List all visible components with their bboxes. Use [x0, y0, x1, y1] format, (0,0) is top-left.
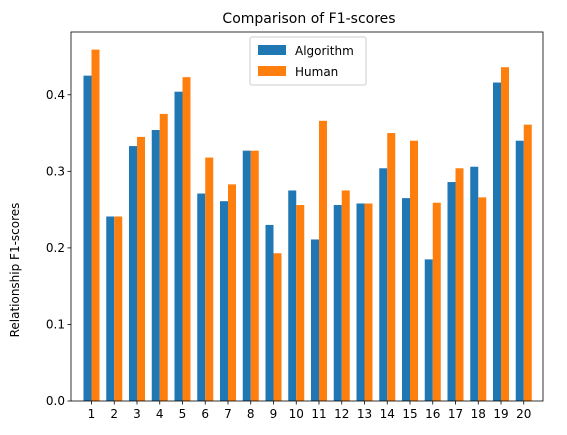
legend-label-human: Human: [295, 65, 338, 79]
bar-algorithm-2: [106, 216, 115, 401]
x-tick-label: 7: [224, 407, 232, 421]
x-tick-label: 12: [334, 407, 349, 421]
x-tick-label: 2: [110, 407, 118, 421]
bar-algorithm-6: [197, 193, 206, 401]
bar-human-10: [296, 205, 305, 401]
x-tick-label: 20: [516, 407, 531, 421]
axes-group: 0.00.10.20.30.41 2 3 4 5 6 7 8 9 10 11 12 13 14 15 16 17…: [46, 31, 544, 421]
bar-algorithm-19: [493, 82, 501, 401]
bar-algorithm-3: [129, 146, 137, 401]
legend-label-algorithm: Algorithm: [295, 44, 354, 58]
bar-human-15: [410, 140, 418, 401]
bar-algorithm-20: [515, 140, 524, 401]
x-tick-label: 9: [270, 407, 278, 421]
plot-frame: [70, 31, 544, 402]
bar-human-16: [432, 202, 441, 401]
bar-algorithm-16: [424, 259, 433, 401]
bar-human-13: [364, 203, 373, 401]
bar-human-20: [523, 124, 532, 401]
bar-algorithm-10: [288, 190, 297, 401]
bar-algorithm-12: [333, 205, 342, 401]
y-tick-label: 0.3: [46, 164, 65, 178]
legend-swatch-algorithm: [258, 45, 286, 55]
bar-algorithm-17: [447, 182, 456, 401]
chart-title: Comparison of F1-scores: [222, 11, 395, 27]
bar-algorithm-18: [470, 166, 479, 401]
y-tick-label: 0.0: [46, 394, 65, 408]
x-tick-label: 8: [247, 407, 255, 421]
y-axis-title: Relationship F1-scores: [8, 203, 22, 338]
x-tick-label: 19: [493, 407, 508, 421]
x-tick-label: 17: [448, 407, 463, 421]
bar-human-17: [455, 168, 464, 401]
x-tick-label: 6: [201, 407, 209, 421]
bar-human-7: [228, 184, 236, 401]
bar-human-18: [478, 197, 487, 401]
bar-algorithm-14: [379, 168, 388, 401]
x-tick-label: 3: [133, 407, 141, 421]
bar-human-4: [159, 113, 168, 401]
bar-algorithm-13: [356, 203, 365, 401]
x-tick-label: 5: [179, 407, 187, 421]
bar-algorithm-9: [265, 224, 274, 401]
x-tick-label: 18: [471, 407, 486, 421]
bar-human-12: [341, 190, 350, 401]
x-tick-label: 13: [357, 407, 372, 421]
bar-algorithm-4: [151, 129, 160, 402]
bar-human-8: [250, 150, 259, 401]
bar-human-2: [114, 216, 123, 401]
bar-human-11: [319, 120, 327, 402]
x-tick-label: 11: [311, 407, 326, 421]
x-tick-label: 10: [289, 407, 304, 421]
x-tick-label: 4: [156, 407, 164, 421]
y-tick-label: 0.1: [46, 317, 65, 331]
bar-human-9: [273, 253, 282, 401]
x-tick-label: 15: [402, 407, 417, 421]
bar-human-5: [182, 77, 191, 402]
bar-algorithm-5: [174, 91, 183, 402]
bar-human-6: [205, 157, 214, 401]
bar-algorithm-7: [220, 201, 228, 401]
x-tick-label: 14: [380, 407, 395, 421]
bar-human-3: [137, 136, 145, 401]
y-tick-label: 0.4: [46, 88, 65, 102]
bar-algorithm-1: [83, 75, 92, 401]
x-tick-label: 1: [88, 407, 96, 421]
bar-algorithm-8: [242, 150, 251, 401]
legend: Algorithm Human: [249, 36, 367, 86]
legend-swatch-human: [258, 66, 286, 76]
x-tick-label: 16: [425, 407, 440, 421]
bar-algorithm-11: [311, 239, 319, 401]
bar-algorithm-15: [402, 198, 410, 401]
bar-human-1: [91, 49, 100, 402]
bar-human-14: [387, 133, 396, 402]
bar-human-19: [501, 67, 509, 401]
bars-group: [83, 49, 532, 402]
y-tick-label: 0.2: [46, 241, 65, 255]
